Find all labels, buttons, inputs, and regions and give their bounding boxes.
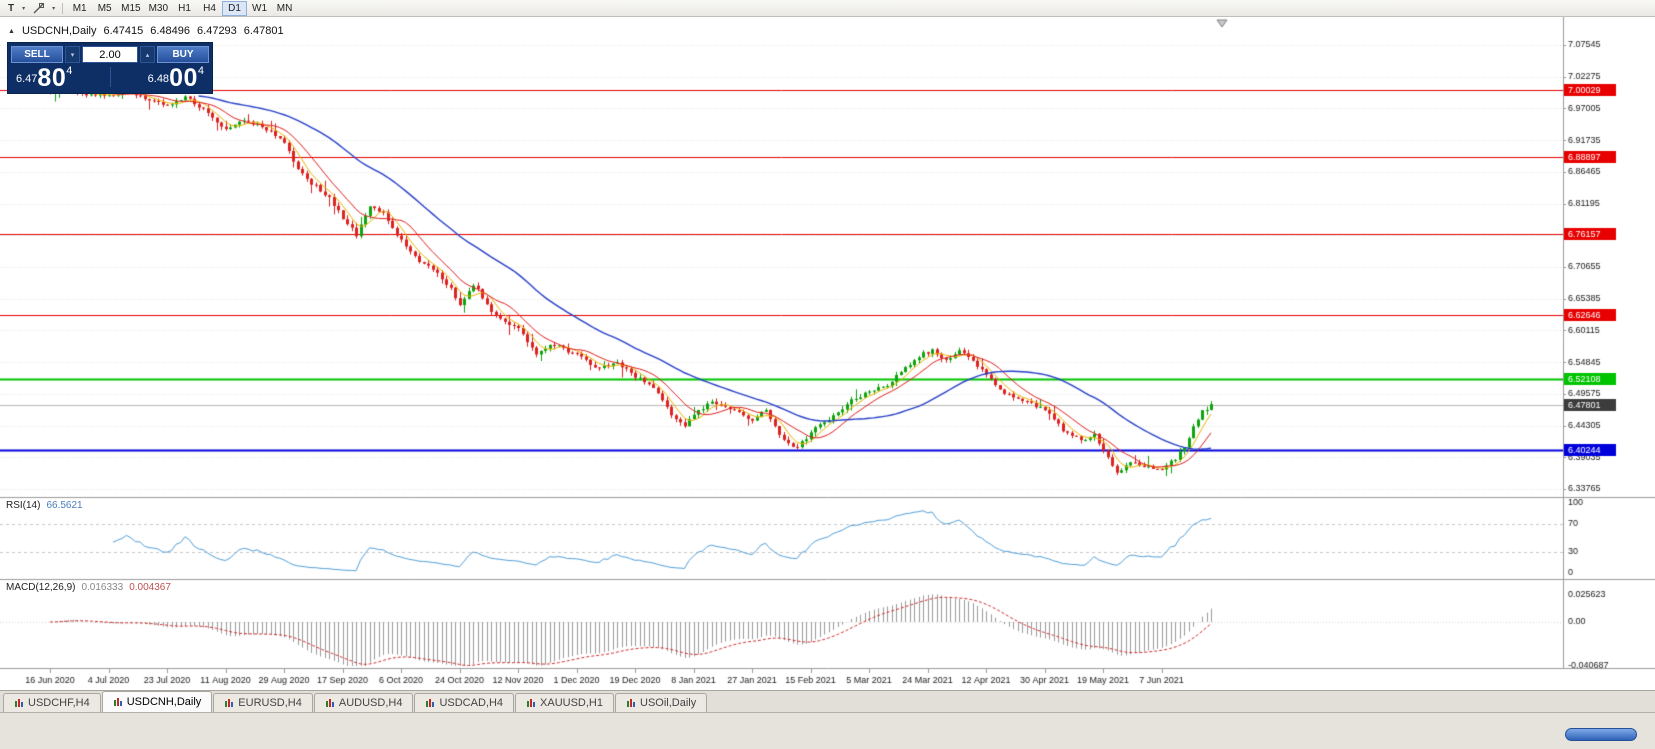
sell-price[interactable]: 6.47 80 4 xyxy=(16,63,73,92)
chart-tab-xauusd-h1[interactable]: XAUUSD,H1 xyxy=(515,693,614,712)
chevron-down-icon: ▾ xyxy=(52,5,56,12)
sell-price-big: 80 xyxy=(37,63,67,92)
timeframe-m1-button[interactable]: M1 xyxy=(67,1,92,16)
ohlc-open: 6.47415 xyxy=(103,25,144,37)
chart-tab-label: USDCAD,H4 xyxy=(439,697,504,709)
timeframe-h4-button[interactable]: H4 xyxy=(197,1,222,16)
toolbar: T ▾ ▾ M1 M5 M15 M30 H1 H4 D1 W1 MN xyxy=(0,0,1655,17)
text-tool-button[interactable]: T xyxy=(3,1,19,16)
chart-tab-usdchf-h4[interactable]: USDCHF,H4 xyxy=(3,693,101,712)
one-click-trading-panel: SELL ▾ ▴ BUY 6.47 80 4 6.48 xyxy=(8,43,212,93)
buy-price-big: 00 xyxy=(169,63,198,92)
one-click-prices: 6.47 80 4 6.48 00 4 xyxy=(11,63,209,90)
volume-input[interactable] xyxy=(82,46,138,63)
chevron-down-icon: ▾ xyxy=(70,51,75,59)
status-indicator xyxy=(1565,728,1637,741)
timeframe-m30-button[interactable]: M30 xyxy=(145,1,172,16)
buy-price-prefix: 6.48 xyxy=(147,73,170,85)
chevron-down-icon: ▾ xyxy=(22,5,26,12)
timeframe-h1-button[interactable]: H1 xyxy=(172,1,197,16)
chart-tab-icon xyxy=(527,699,536,707)
macd-signal-value: 0.004367 xyxy=(129,582,171,593)
chart-tab-usdcad-h4[interactable]: USDCAD,H4 xyxy=(414,693,515,712)
ohlc-low: 6.47293 xyxy=(197,25,237,37)
chart-tab-icon xyxy=(113,698,122,706)
volume-increase-button[interactable]: ▴ xyxy=(140,46,155,63)
text-tool-label: T xyxy=(8,2,15,14)
timeframe-m15-button[interactable]: M15 xyxy=(117,1,144,16)
toolbar-separator xyxy=(62,2,64,14)
timeframe-m5-button[interactable]: M5 xyxy=(92,1,117,16)
draw-tool-button[interactable] xyxy=(28,1,49,16)
macd-label: MACD(12,26,9) xyxy=(6,582,76,593)
chart-tab-label: USDCNH,Daily xyxy=(126,696,202,708)
one-click-controls: SELL ▾ ▴ BUY xyxy=(11,46,209,63)
chart-tab-icon xyxy=(627,699,635,707)
buy-price[interactable]: 6.48 00 4 xyxy=(147,63,204,92)
chart-tab-icon xyxy=(15,699,23,707)
sell-button[interactable]: SELL xyxy=(11,46,63,63)
chart-tab-label: AUDUSD,H4 xyxy=(338,697,403,709)
chart-tab-usdcnh-daily[interactable]: USDCNH,Daily xyxy=(101,691,213,712)
buy-button[interactable]: BUY xyxy=(157,46,209,63)
chart-tab-audusd-h4[interactable]: AUDUSD,H4 xyxy=(313,693,414,712)
chart-area: ▲ USDCNH,Daily 6.47415 6.48496 6.47293 6… xyxy=(0,17,1655,690)
chart-tabbar: USDCHF,H4 USDCNH,Daily EURUSD,H4 AUDUSD,H4 U… xyxy=(0,690,1655,712)
chart-tab-label: EURUSD,H4 xyxy=(238,697,302,709)
chart-tab-label: USOil,Daily xyxy=(640,697,697,709)
ohlc-high: 6.48496 xyxy=(150,25,191,37)
macd-main-value: 0.016333 xyxy=(81,582,124,593)
draw-tool-dropdown[interactable]: ▾ xyxy=(49,1,58,16)
chart-tab-label: XAUUSD,H1 xyxy=(540,697,603,709)
chart-tab-icon xyxy=(426,699,435,707)
draw-tool-icon xyxy=(33,2,45,13)
timeframe-mn-button[interactable]: MN xyxy=(272,1,297,16)
timeframe-group: M1 M5 M15 M30 H1 H4 D1 W1 MN xyxy=(67,0,297,16)
chart-ohlc-header: ▲ USDCNH,Daily 6.47415 6.48496 6.47293 6… xyxy=(8,25,284,37)
timeframe-w1-button[interactable]: W1 xyxy=(247,1,272,16)
chart-tab-usoil-daily[interactable]: USOil,Daily xyxy=(615,693,708,712)
symbol-name: USDCNH,Daily xyxy=(21,25,97,37)
chart-tab-eurusd-h4[interactable]: EURUSD,H4 xyxy=(213,693,313,712)
sell-price-prefix: 6.47 xyxy=(16,73,38,85)
chevron-up-icon: ▴ xyxy=(145,51,150,59)
rsi-label: RSI(14) xyxy=(6,500,41,511)
price-chart-canvas[interactable] xyxy=(0,17,1655,690)
sell-price-pip: 4 xyxy=(66,65,73,77)
chart-tab-icon xyxy=(325,699,334,707)
chart-tab-icon xyxy=(225,699,234,707)
price-divider xyxy=(110,67,111,87)
volume-decrease-button[interactable]: ▾ xyxy=(65,46,80,63)
status-bar xyxy=(0,712,1655,749)
chart-tab-label: USDCHF,H4 xyxy=(28,697,90,709)
text-tool-dropdown[interactable]: ▾ xyxy=(19,1,28,16)
timeframe-d1-button[interactable]: D1 xyxy=(222,0,248,16)
buy-price-pip: 4 xyxy=(197,65,204,77)
rsi-indicator-label: RSI(14) 66.5621 xyxy=(6,500,83,511)
macd-indicator-label: MACD(12,26,9) 0.016333 0.004367 xyxy=(6,582,171,593)
rsi-value: 66.5621 xyxy=(46,500,83,511)
symbol-marker-icon: ▲ xyxy=(8,27,15,35)
ohlc-close: 6.47801 xyxy=(243,25,284,37)
